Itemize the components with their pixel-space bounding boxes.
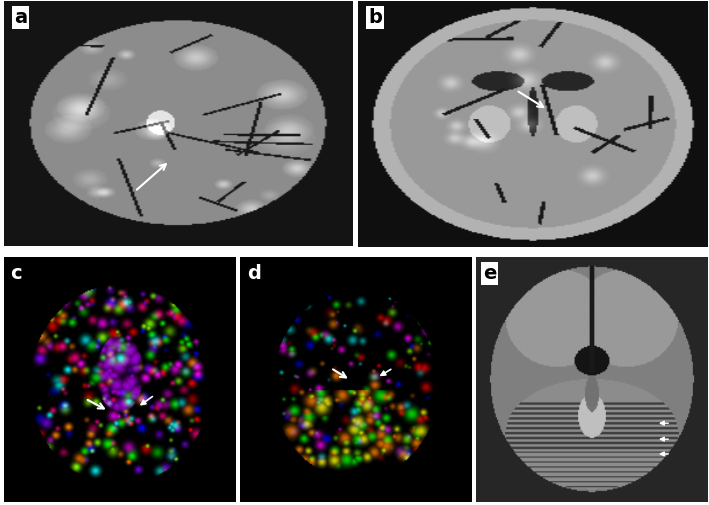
- Text: d: d: [247, 264, 261, 283]
- Text: e: e: [483, 264, 496, 283]
- Text: b: b: [369, 9, 382, 27]
- Text: c: c: [11, 264, 22, 283]
- Text: a: a: [14, 9, 27, 27]
